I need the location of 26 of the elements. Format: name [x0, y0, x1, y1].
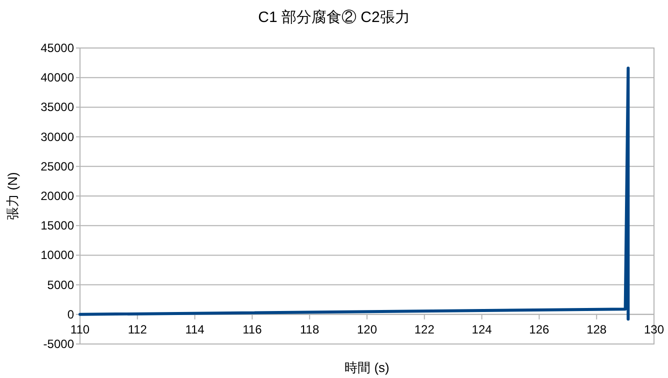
y-tick-label: 10000: [40, 248, 74, 262]
x-tick-label: 130: [644, 322, 664, 336]
y-tick-label: 0: [67, 307, 74, 322]
y-tick-label: 40000: [40, 70, 74, 85]
x-tick-label: 120: [356, 322, 378, 336]
x-tick-label: 124: [472, 322, 492, 336]
y-tick-label: 25000: [40, 159, 74, 174]
y-tick-label: 15000: [40, 218, 74, 233]
x-axis-title: 時間 (s): [344, 360, 390, 375]
x-tick-label: 118: [300, 322, 320, 336]
y-tick-label: 5000: [47, 278, 74, 292]
line-series: [78, 66, 630, 321]
y-axis-title: 張力 (N): [5, 172, 20, 220]
y-tick-label: 45000: [40, 41, 74, 55]
x-tick-label: 122: [414, 322, 435, 336]
x-tick-label: 116: [242, 322, 262, 336]
y-tick-label: 35000: [40, 100, 74, 114]
y-tick-label: 30000: [40, 130, 74, 144]
y-tick-label: 20000: [40, 189, 74, 203]
y-tick-label: -5000: [43, 337, 74, 351]
x-tick-label: 110: [70, 322, 90, 336]
x-tick-label: 114: [185, 322, 205, 336]
x-tick-label: 128: [586, 322, 607, 336]
chart-title: C1 部分腐食② C2張力: [258, 9, 410, 26]
x-tick-label: 112: [128, 322, 148, 336]
x-tick-label: 126: [529, 322, 550, 336]
